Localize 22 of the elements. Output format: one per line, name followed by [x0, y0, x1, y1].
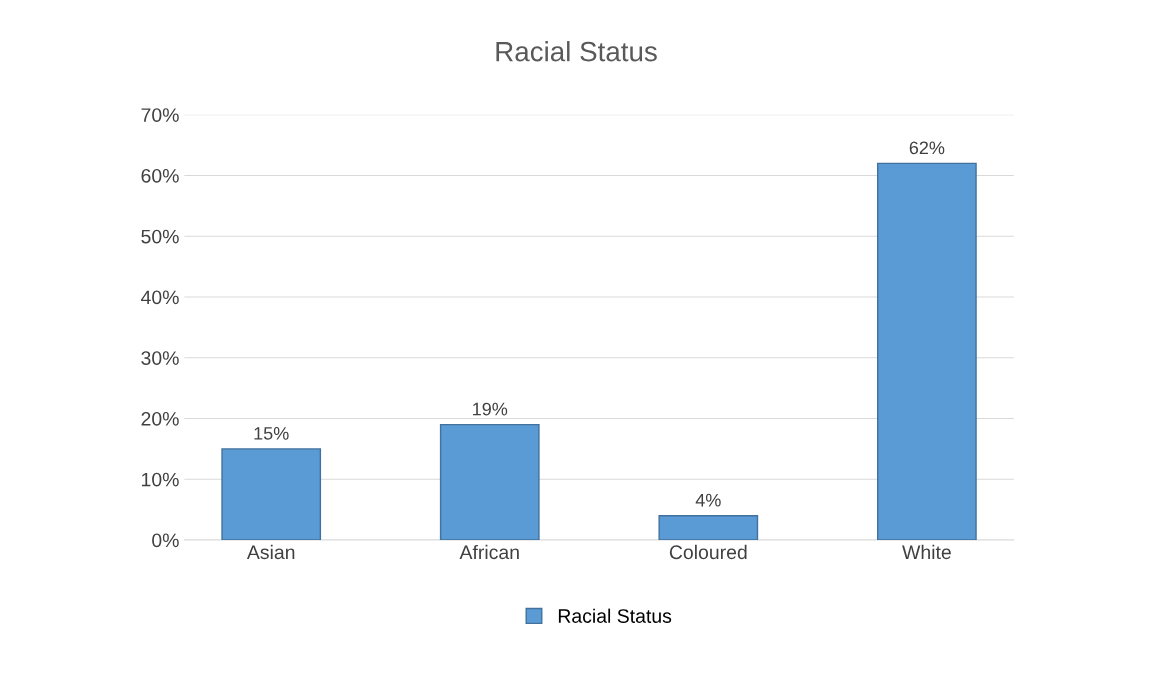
y-tick-label: 40% [140, 290, 179, 305]
data-label: 4% [695, 493, 721, 507]
y-tick-label: 30% [141, 351, 179, 365]
y-tick-label: 60% [141, 168, 179, 183]
data-label: 19% [473, 402, 508, 416]
chart-title: Racial Status [496, 41, 657, 62]
x-tick-label: Asian [246, 544, 295, 560]
bar [221, 448, 322, 540]
bar [439, 423, 540, 540]
y-tick-label: 0% [152, 533, 179, 548]
legend-label: Racial Status [558, 608, 672, 623]
bar [877, 162, 977, 540]
y-tick-label: 20% [141, 411, 179, 426]
x-tick-label: African [459, 544, 519, 560]
y-tick-label: 70% [141, 108, 179, 122]
data-label: 15% [254, 427, 289, 440]
bar [658, 515, 759, 540]
x-tick-label: White [902, 544, 951, 560]
data-label: 62% [909, 141, 945, 155]
x-tick-label: Coloured [669, 544, 747, 560]
y-tick-label: 10% [142, 472, 179, 487]
y-tick-label: 50% [141, 229, 179, 244]
